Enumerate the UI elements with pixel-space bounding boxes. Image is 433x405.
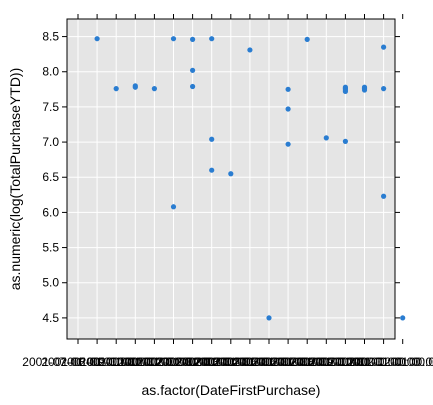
x-tick-label: 2001-10-01 00:00:00 (80, 355, 192, 369)
data-point (323, 135, 329, 141)
data-point (381, 44, 387, 50)
y-tick-label: 8.5 (42, 30, 59, 44)
data-point (190, 36, 196, 42)
data-point (190, 67, 196, 73)
data-point (209, 167, 215, 173)
data-point (151, 86, 157, 92)
data-point (381, 193, 387, 199)
y-tick-label: 8.0 (42, 65, 59, 79)
axis-ticks (62, 14, 404, 344)
data-point (342, 88, 348, 95)
data-point (381, 86, 387, 92)
data-point (209, 36, 215, 42)
data-point (361, 87, 368, 93)
y-tick-label: 6.0 (42, 205, 59, 219)
x-tick-label: 2002-08-01 00:00:00 (271, 355, 383, 369)
x-tick-label: 2002-11-01 00:00:00 (328, 355, 433, 369)
grid-lines (67, 19, 404, 339)
data-point (209, 136, 215, 142)
x-tick-label: 2001-12-01 00:00:00 (118, 355, 230, 369)
data-point (247, 47, 253, 53)
y-tick-label: 7.0 (42, 135, 59, 149)
x-tick-label: 2002-06-01 00:00:00 (232, 355, 344, 369)
data-point (266, 315, 272, 321)
x-tick-label: 2001-08-01 00:00:00 (41, 355, 153, 369)
data-point (170, 36, 177, 42)
data-point (190, 83, 196, 90)
data-point (132, 84, 138, 90)
data-point (285, 141, 291, 147)
data-points (94, 36, 406, 321)
x-tick-label: 2002-12-01 00:00:00 (347, 355, 433, 369)
x-axis-title: as.factor(DateFirstPurchase) (142, 382, 321, 398)
x-tick-label: 2002-04-01 00:00:00 (194, 355, 306, 369)
x-tick-label: 2002-09-01 00:00:00 (290, 355, 402, 369)
x-tick-label: 2001-07-01 00:00:00 (22, 355, 134, 369)
x-tick-label: 2001-11-01 00:00:00 (99, 355, 210, 369)
data-point (342, 138, 348, 144)
data-point (400, 315, 406, 321)
data-point (285, 86, 291, 92)
y-tick-label: 4.5 (42, 311, 59, 325)
x-tick-label: 2002-05-01 00:00:00 (213, 355, 325, 369)
y-axis-title: as.numeric(log(TotalPurchaseYTD)) (7, 68, 23, 291)
data-point (228, 171, 234, 177)
y-tick-label: 5.0 (42, 276, 59, 290)
y-tick-labels: 4.5 5.0 5.5 6.0 6.5 7.0 7.5 8.0 8.5 (42, 30, 59, 325)
x-tick-label: 2002-10-01 00:00:00 (309, 355, 421, 369)
y-tick-label: 6.5 (42, 170, 59, 184)
x-tick-label: 2002-02-01 00:00:00 (156, 355, 268, 369)
x-tick-label: 2002-03-01 00:00:00 (175, 355, 287, 369)
plot-border (66, 18, 396, 340)
x-tick-label: 2002-01-01 00:00:00 (137, 355, 249, 369)
x-tick-label: 2001-09-01 00:00:00 (60, 355, 172, 369)
data-point (113, 86, 119, 92)
data-point (285, 106, 291, 112)
data-point (304, 36, 310, 42)
data-point (94, 36, 100, 42)
y-tick-label: 5.5 (42, 241, 59, 255)
data-point (170, 204, 177, 210)
y-tick-label: 7.5 (42, 100, 59, 114)
x-tick-label: 2002-07-01 00:00:00 (251, 355, 363, 369)
